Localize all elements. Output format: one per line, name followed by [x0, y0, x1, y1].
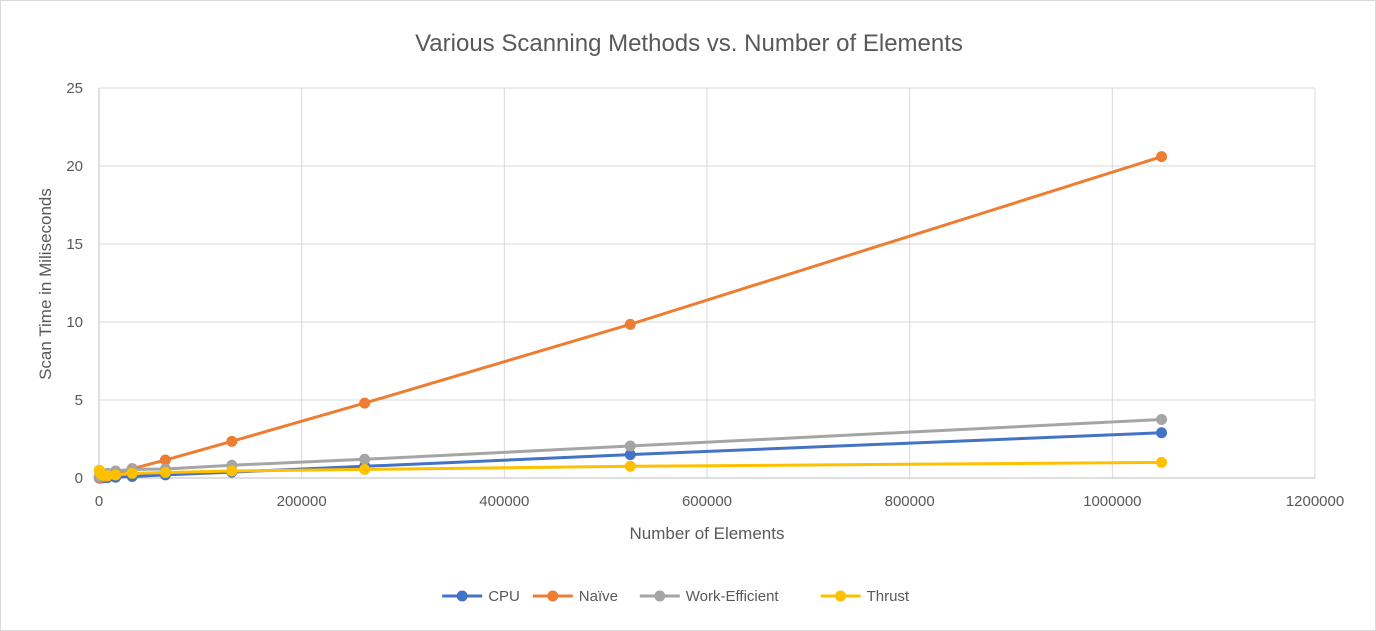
legend-swatch-marker — [835, 590, 847, 602]
data-point-cpu — [1156, 427, 1168, 439]
series-line-na-ve — [97, 155, 1164, 480]
y-tick-label: 20 — [66, 158, 83, 175]
x-tick-label: 600000 — [682, 493, 732, 510]
data-point-na-ve — [624, 318, 636, 330]
legend-label: CPU — [488, 588, 520, 605]
data-point-na-ve — [159, 454, 171, 466]
data-point-thrust — [226, 465, 238, 477]
x-tick-label: 200000 — [277, 493, 327, 510]
legend-item-thrust: Thrust — [820, 588, 910, 605]
chart-title: Various Scanning Methods vs. Number of E… — [415, 30, 963, 57]
data-point-thrust — [101, 470, 113, 482]
data-point-thrust — [624, 460, 636, 472]
series-thrust — [93, 456, 1168, 482]
gridlines — [99, 87, 1316, 478]
data-point-thrust — [126, 467, 138, 479]
x-tick-label: 1000000 — [1083, 493, 1141, 510]
series-layer — [93, 151, 1168, 484]
data-point-na-ve — [359, 397, 371, 409]
series-na-ve — [93, 151, 1168, 484]
legend-swatch-marker — [547, 590, 559, 602]
y-tick-label: 25 — [66, 80, 83, 97]
data-point-work-efficient — [624, 440, 636, 452]
x-tick-label: 0 — [95, 493, 103, 510]
legend-item-na-ve: Naïve — [532, 588, 618, 605]
x-tick-label: 400000 — [479, 493, 529, 510]
x-axis-title: Number of Elements — [630, 524, 785, 543]
legend-label: Thrust — [867, 588, 910, 605]
legend: CPU Naïve Work-Efficient Thrust — [442, 588, 910, 605]
legend-label: Work-Efficient — [686, 588, 780, 605]
legend-item-cpu: CPU — [442, 588, 520, 605]
x-tick-label: 1200000 — [1286, 493, 1344, 510]
data-point-work-efficient — [359, 453, 371, 465]
legend-item-work-efficient: Work-Efficient — [639, 588, 780, 605]
y-axis-title: Scan Time in Miliseconds — [36, 188, 55, 380]
y-tick-label: 0 — [75, 470, 83, 487]
data-point-na-ve — [226, 435, 238, 447]
legend-swatch-marker — [654, 590, 666, 602]
axes: 0 5 10 15 20 25 0 200000 400000 600000 800000 10000… — [66, 80, 1344, 510]
x-tick-label: 800000 — [885, 493, 935, 510]
y-tick-label: 5 — [75, 392, 83, 409]
data-point-thrust — [159, 467, 171, 479]
legend-swatch-marker — [456, 590, 468, 602]
data-point-thrust — [1156, 456, 1168, 468]
y-tick-label: 10 — [66, 314, 83, 331]
data-point-thrust — [110, 469, 122, 481]
data-point-cpu — [624, 449, 636, 461]
data-point-work-efficient — [1156, 414, 1168, 425]
data-point-thrust — [359, 463, 371, 475]
data-point-na-ve — [1156, 151, 1168, 163]
legend-label: Naïve — [579, 588, 618, 605]
y-tick-label: 15 — [66, 236, 83, 253]
